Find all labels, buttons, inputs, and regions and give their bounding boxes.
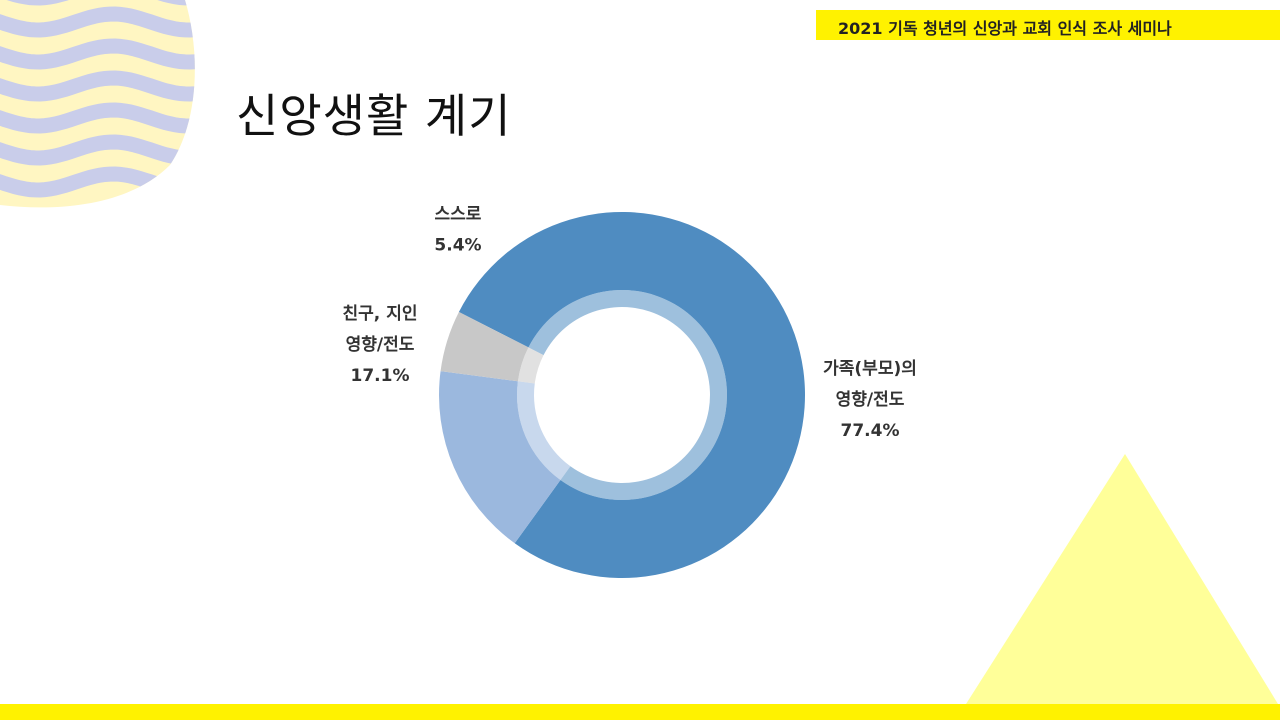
header-banner-text: 2021 기독 청년의 신앙과 교회 인식 조사 세미나 <box>838 19 1172 38</box>
slice-value-label: 17.1% <box>351 366 410 386</box>
wave-stripe <box>0 102 195 134</box>
wave-decoration <box>0 0 195 208</box>
slice-category-label: 영향/전도 <box>346 334 415 355</box>
wave-stripe <box>0 6 195 38</box>
donut-inner-ring-segment <box>516 381 571 481</box>
slice-category-label: 스스로 <box>435 205 482 225</box>
header-banner: 2021 기독 청년의 신앙과 교회 인식 조사 세미나 <box>816 10 1280 40</box>
triangle-decoration <box>966 454 1278 704</box>
wave-stripe <box>0 38 195 70</box>
wave-stripe <box>0 134 195 166</box>
donut-slice <box>440 311 529 382</box>
donut-slice <box>458 212 805 579</box>
bottom-bar <box>0 704 1280 720</box>
donut-inner-ring-segment <box>517 347 544 384</box>
wave-stripe <box>0 70 195 102</box>
slice-value-label: 5.4% <box>434 236 481 256</box>
slide-title: 신앙생활 계기 <box>236 89 512 143</box>
donut-slice <box>438 371 561 544</box>
slice-category-label: 영향/전도 <box>836 389 905 410</box>
slice-category-label: 가족(부모)의 <box>823 359 917 379</box>
slice-category-label: 친구, 지인 <box>343 304 418 324</box>
slice-value-label: 77.4% <box>841 421 900 441</box>
